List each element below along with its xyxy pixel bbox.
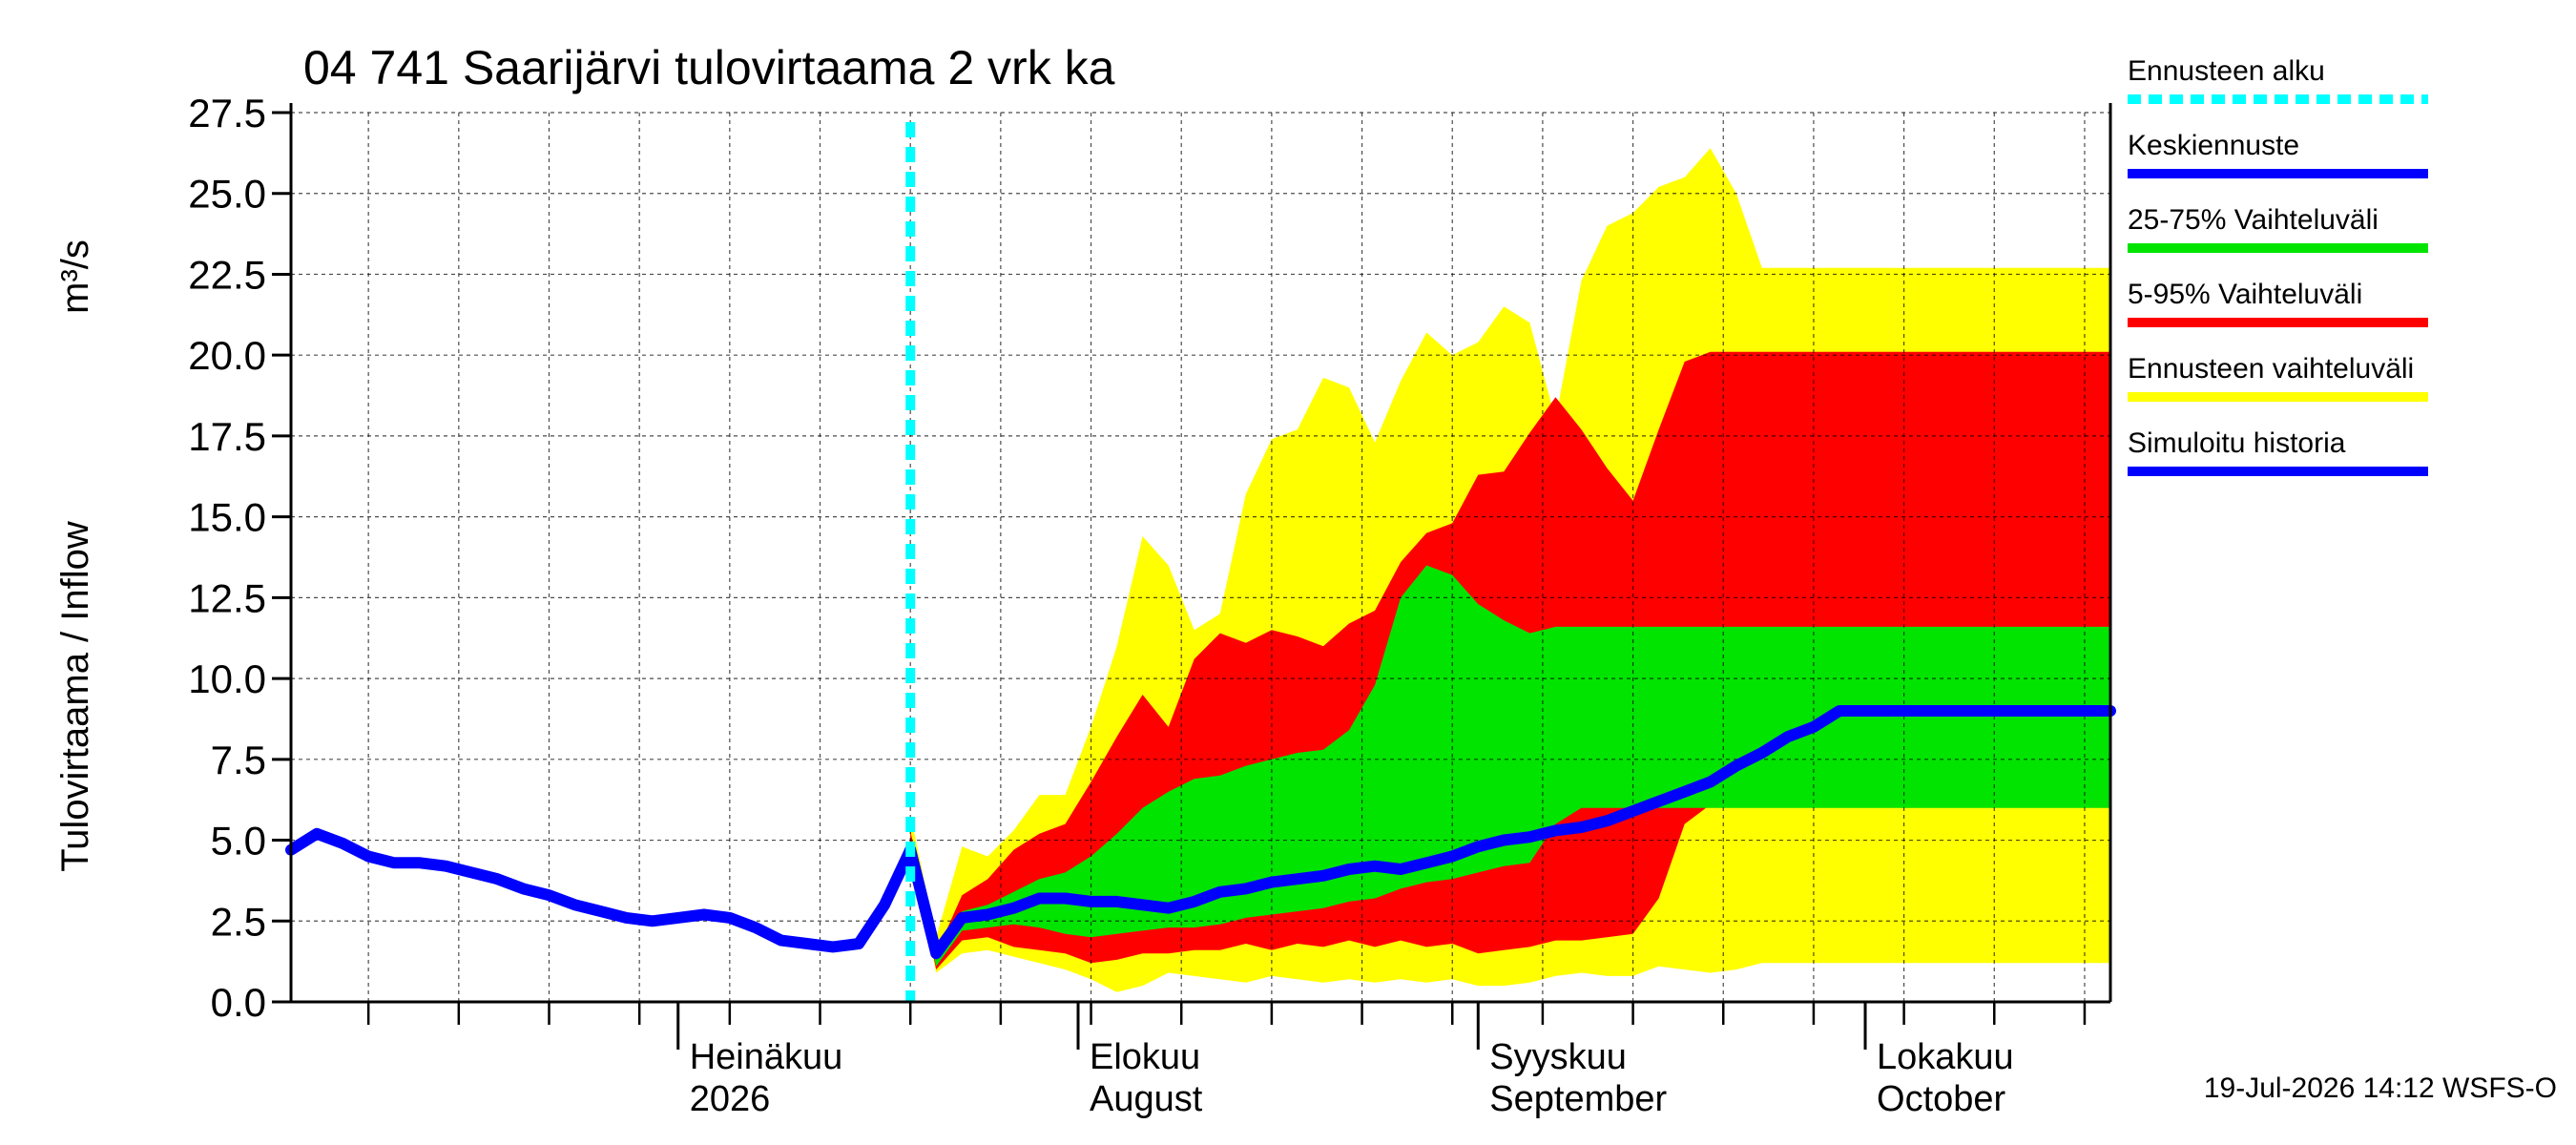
month-label-fi-1: Elokuu	[1090, 1037, 1200, 1077]
y-tick-label-6: 15.0	[188, 495, 266, 540]
month-label-fi-3: Lokakuu	[1877, 1037, 2014, 1077]
y-tick-label-9: 22.5	[188, 252, 266, 297]
y-tick-label-11: 27.5	[188, 91, 266, 135]
y-tick-label-0: 0.0	[211, 980, 266, 1025]
series-line-4	[285, 827, 917, 953]
y-tick-label-4: 10.0	[188, 656, 266, 701]
y-axis-label: Tulovirtaama / Inflow	[54, 521, 96, 872]
legend-label-2: 25-75% Vaihteluväli	[2128, 204, 2379, 236]
legend-label-3: 5-95% Vaihteluväli	[2128, 279, 2362, 310]
y-tick-label-5: 12.5	[188, 575, 266, 620]
y-tick-label-10: 25.0	[188, 172, 266, 217]
legend-label-4: Ennusteen vaihteluväli	[2128, 353, 2414, 385]
legend-label-5: Simuloitu historia	[2128, 427, 2346, 459]
month-label-en-2: September	[1489, 1079, 1667, 1119]
month-label-en-0: 2026	[690, 1079, 771, 1119]
legend-label-1: Keskiennuste	[2128, 130, 2299, 161]
lines-layer	[285, 122, 2116, 1002]
legend: Ennusteen alku Keskiennuste 25-75% Vaihtel…	[2128, 55, 2428, 476]
band-2	[910, 565, 2111, 967]
bands-layer	[910, 148, 2111, 992]
chart-title: 04 741 Saarijärvi tulovirtaama 2 vrk ka	[303, 41, 1115, 94]
legend-label-0: Ennusteen alku	[2128, 55, 2325, 87]
y-axis-unit: m³/s	[54, 239, 96, 314]
y-tick-label-1: 2.5	[211, 899, 266, 944]
month-label-fi-0: Heinäkuu	[690, 1037, 843, 1077]
month-label-fi-2: Syyskuu	[1489, 1037, 1627, 1077]
series-line-3	[904, 705, 2116, 960]
timestamp-label: 19-Jul-2026 14:12 WSFS-O	[2204, 1072, 2557, 1104]
y-tick-label-2: 5.0	[211, 819, 266, 864]
y-tick-label-8: 20.0	[188, 333, 266, 378]
y-tick-label-7: 17.5	[188, 414, 266, 459]
month-label-en-1: August	[1090, 1079, 1203, 1119]
axes-layer: 0.0 2.5 5.0 7.5 10.0 12.5 15.0 17.5 20.0 22.5 25.0…	[188, 91, 2112, 1119]
y-tick-label-3: 7.5	[211, 738, 266, 782]
month-label-en-3: October	[1877, 1079, 2006, 1119]
